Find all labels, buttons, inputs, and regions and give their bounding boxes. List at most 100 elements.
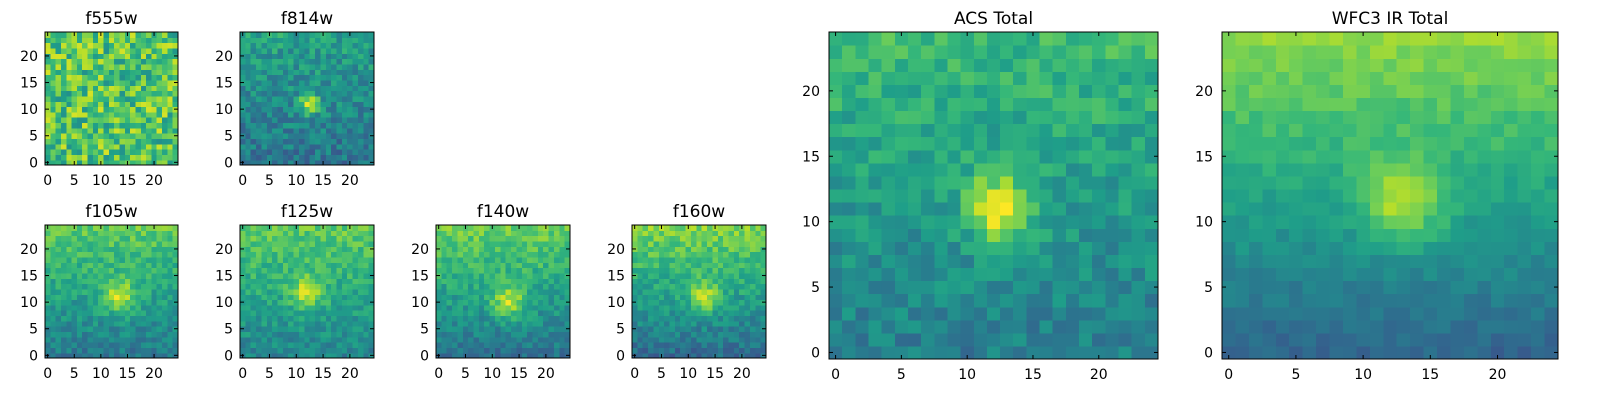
heatmap-cell	[347, 315, 354, 322]
heatmap-cell	[76, 149, 83, 155]
heatmap-cell	[1131, 202, 1146, 216]
heatmap-cell	[92, 47, 99, 54]
heatmap-cell	[341, 74, 348, 81]
heatmap-cell	[973, 319, 988, 334]
heatmap-cell	[441, 225, 448, 231]
heatmap-cell	[130, 138, 137, 145]
heatmap-cell	[151, 320, 158, 327]
heatmap-cell	[1504, 228, 1519, 242]
heatmap-cell	[162, 117, 168, 124]
heatmap-cell	[653, 331, 660, 338]
heatmap-cell	[146, 304, 152, 311]
heatmap-cell	[240, 331, 246, 338]
heatmap-cell	[674, 251, 681, 258]
heatmap-cell	[739, 342, 746, 348]
heatmap-cell	[50, 310, 57, 317]
heatmap-cell	[1013, 280, 1027, 295]
heatmap-cell	[50, 278, 57, 285]
heatmap-cell	[272, 74, 279, 81]
heatmap-cell	[1262, 345, 1277, 360]
heatmap-cell	[728, 225, 735, 231]
heatmap-cell	[315, 320, 321, 327]
heatmap-cell	[696, 267, 703, 274]
heatmap-cell	[98, 235, 105, 242]
heatmap-cell	[478, 230, 485, 237]
x-tick-label: 10	[679, 366, 697, 382]
heatmap-cell	[162, 101, 168, 108]
heatmap-cell	[55, 127, 62, 134]
heatmap-cell	[156, 127, 163, 134]
heatmap-cell	[87, 288, 94, 295]
heatmap-cell	[947, 254, 962, 269]
heatmap-cell	[642, 235, 649, 242]
heatmap-cell	[701, 326, 708, 332]
heatmap-cell	[1342, 345, 1357, 360]
heatmap-cell	[642, 256, 649, 263]
heatmap-cell	[162, 138, 168, 145]
heatmap-cell	[167, 101, 174, 108]
heatmap-cell	[484, 347, 491, 354]
heatmap-cell	[484, 304, 491, 311]
heatmap-cell	[755, 320, 762, 327]
heatmap-cell	[282, 90, 289, 97]
heatmap-cell	[71, 342, 78, 348]
heatmap-cell	[71, 256, 78, 263]
heatmap-cell	[50, 90, 57, 97]
heatmap-cell	[146, 272, 152, 279]
heatmap-cell	[266, 58, 273, 65]
heatmap-cell	[527, 320, 534, 327]
heatmap-cell	[309, 352, 316, 359]
heatmap-cell	[1013, 293, 1027, 308]
heatmap-cell	[357, 251, 364, 258]
heatmap-cell	[140, 256, 147, 263]
heatmap-cell	[309, 90, 316, 97]
heatmap-cell	[1222, 267, 1237, 282]
heatmap-cell	[739, 294, 746, 301]
heatmap-cell	[1463, 280, 1478, 295]
heatmap-cell	[304, 85, 311, 92]
heatmap-cell	[119, 336, 126, 343]
heatmap-cell	[50, 95, 57, 102]
heatmap-cell	[1026, 306, 1041, 321]
heatmap-cell	[500, 267, 507, 274]
heatmap-cell	[272, 106, 279, 113]
heatmap-cell	[309, 336, 316, 343]
heatmap-cell	[124, 246, 131, 253]
heatmap-cell	[986, 32, 1001, 46]
heatmap-cell	[66, 37, 73, 44]
heatmap-cell	[172, 149, 179, 155]
heatmap-cell	[564, 251, 571, 258]
heatmap-cell	[250, 310, 257, 317]
heatmap-cell	[282, 288, 289, 295]
heatmap-cell	[87, 127, 94, 134]
heatmap-cell	[532, 347, 539, 354]
heatmap-cell	[66, 143, 73, 150]
heatmap-cell	[648, 278, 655, 285]
heatmap-cell	[172, 294, 179, 301]
heatmap-cell	[103, 79, 110, 86]
heatmap-cell	[855, 345, 870, 360]
heatmap-cell	[124, 95, 131, 102]
heatmap-cell	[1065, 202, 1080, 216]
heatmap-cell	[543, 342, 550, 348]
heatmap-cell	[637, 240, 644, 247]
heatmap-cell	[55, 85, 62, 92]
heatmap-cell	[1356, 332, 1371, 347]
heatmap-cell	[320, 246, 327, 253]
heatmap-cell	[1517, 188, 1532, 203]
heatmap-cell	[124, 106, 131, 113]
heatmap-cell	[130, 246, 137, 253]
heatmap-cell	[642, 246, 649, 253]
heatmap-cell	[60, 347, 67, 354]
heatmap-cell	[71, 69, 78, 76]
heatmap-cell	[124, 256, 131, 263]
heatmap-cell	[658, 342, 665, 348]
heatmap-cell	[341, 106, 348, 113]
heatmap-cell	[124, 278, 131, 285]
heatmap-cell	[717, 342, 724, 348]
heatmap-cell	[245, 101, 252, 108]
heatmap-cell	[1329, 332, 1344, 347]
heatmap-cell	[352, 262, 359, 269]
heatmap-cell	[98, 133, 105, 139]
heatmap-cell	[114, 240, 121, 247]
